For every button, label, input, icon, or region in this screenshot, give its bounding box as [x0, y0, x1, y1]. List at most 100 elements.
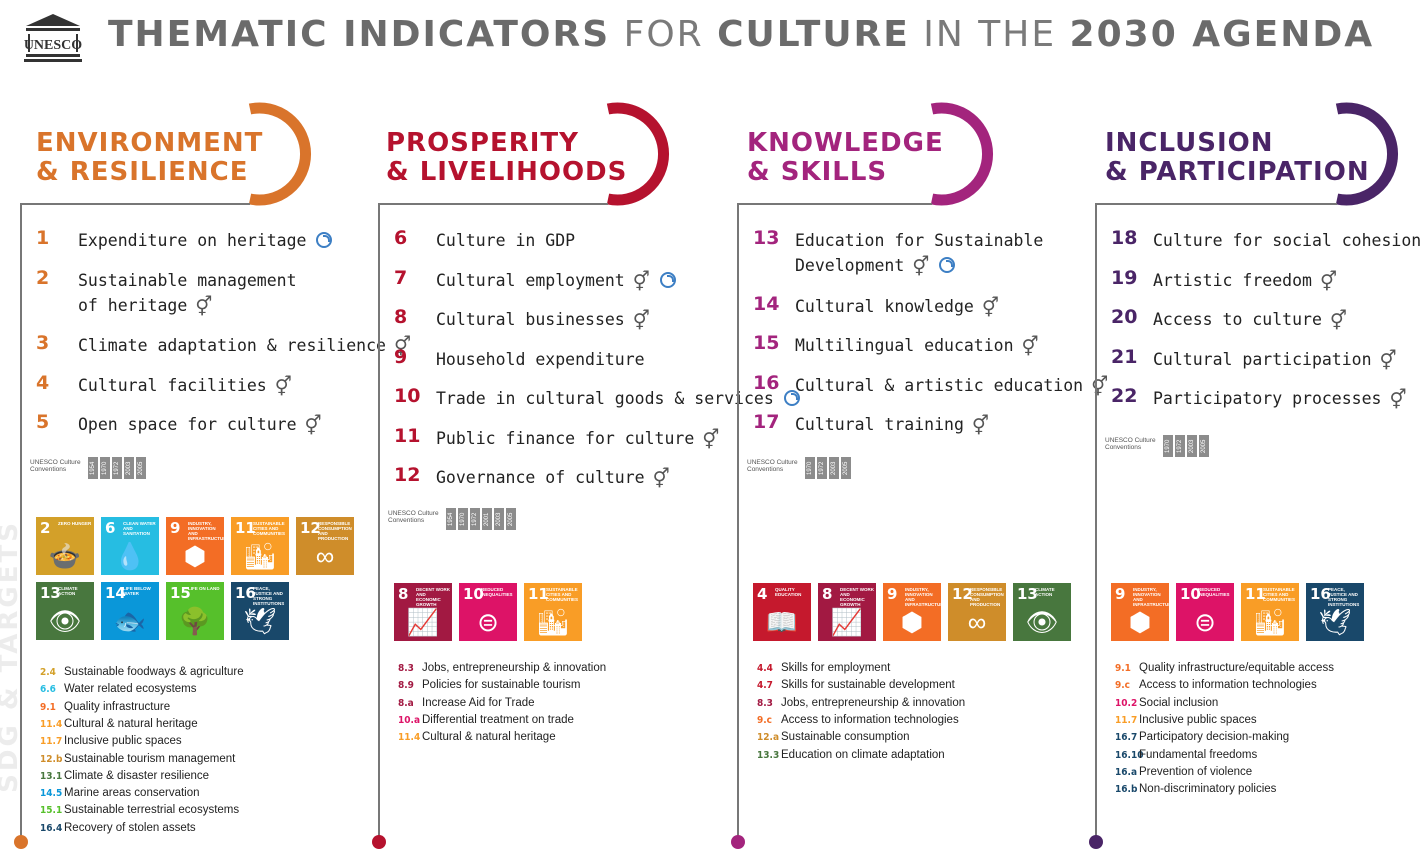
- target-code: 13.1: [40, 770, 63, 782]
- sdg-goal-icon: 🏙: [243, 541, 277, 571]
- indicator-number: 10: [394, 385, 421, 407]
- sdg-goal-tile: 9 Industry, innovation and infrastructure…: [1111, 583, 1169, 641]
- indicator-text: Sustainable management: [78, 270, 297, 290]
- gender-icon: ⚥: [981, 296, 999, 319]
- target-code: 11.4: [40, 718, 63, 730]
- sdg-goal-tile: 9 Industry, innovation and infrastructure…: [166, 517, 224, 575]
- convention-year: 1972: [817, 457, 827, 479]
- sdg-number: 9: [170, 519, 181, 537]
- indicator-label: Cultural employment ⚥: [436, 268, 676, 295]
- sdg-number: 2: [40, 519, 51, 537]
- data-cycle-icon: [316, 232, 333, 248]
- gender-icon: ⚥: [1329, 310, 1348, 332]
- sdg-number: 16: [235, 584, 256, 602]
- target-text: Policies for sustainable tourism: [422, 679, 581, 692]
- target-text: Sustainable tourism management: [64, 752, 236, 765]
- gender-icon: ⚥: [1319, 270, 1338, 293]
- gender-icon: ⚥: [632, 270, 650, 293]
- indicator-text: Cultural facilities: [78, 375, 267, 395]
- sdg-title: Responsible consumption and production: [318, 521, 352, 541]
- gender-icon: ⚥: [1379, 349, 1397, 372]
- indicator-label: Artistic freedom ⚥: [1153, 268, 1337, 295]
- indicator-text: Cultural businesses: [436, 310, 625, 329]
- heading-line-1: INCLUSION: [1105, 128, 1274, 158]
- convention-year: 2001: [482, 508, 492, 530]
- column-end-dot: [14, 835, 28, 849]
- heading-line-2: & SKILLS: [747, 157, 888, 187]
- decorative-ring-icon: [248, 102, 311, 206]
- heading-underline: [378, 203, 608, 205]
- convention-year: 1970: [1163, 435, 1173, 457]
- sdg-goal-icon: 👁: [1025, 607, 1059, 637]
- indicator-text: Cultural participation: [1153, 349, 1372, 369]
- target-code: 16.7: [1115, 732, 1138, 744]
- conventions-label: UNESCO Culture Conventions: [1105, 437, 1156, 451]
- convention-year: 2005: [1199, 435, 1209, 457]
- target-code: 11.4: [398, 732, 421, 744]
- data-cycle-icon: [783, 390, 800, 406]
- target-text: Quality infrastructure/equitable access: [1139, 662, 1334, 674]
- indicator-number: 12: [394, 464, 421, 486]
- decorative-ring-icon: [930, 102, 993, 206]
- indicator-number: 15: [753, 332, 780, 354]
- target-text: Fundamental freedoms: [1139, 748, 1258, 761]
- indicator-label: Access to culture ⚥: [1153, 307, 1347, 334]
- indicator-number: 2: [36, 266, 50, 289]
- target-code: 8.9: [398, 680, 414, 692]
- target-code: 9.1: [40, 701, 56, 713]
- sdg-number: 9: [1115, 585, 1126, 603]
- sdg-number: 16: [1310, 585, 1331, 603]
- sdg-goal-tile: 12 Responsible consumption and production…: [296, 517, 354, 575]
- conventions-label: UNESCO Culture Conventions: [30, 459, 81, 473]
- gender-icon: ⚥: [393, 336, 412, 358]
- sdg-goal-tile: 6 Clean water and sanitation 💧: [101, 517, 159, 575]
- column-divider-line: [1095, 203, 1097, 837]
- target-code: 4.7: [757, 680, 773, 692]
- sdg-goal-tile: 16 Peace, justice and strong institutions…: [1306, 583, 1364, 641]
- sdg-goal-icon: 🏙: [536, 607, 570, 637]
- sdg-title: Quality education: [775, 587, 802, 597]
- sdg-title: Industry, innovation and infrastructure: [188, 521, 224, 541]
- target-code: 8.a: [398, 697, 414, 709]
- sdg-number: 11: [528, 585, 549, 603]
- decorative-ring-icon: [1335, 102, 1398, 206]
- indicator-number: 9: [394, 345, 408, 368]
- target-text: Skills for employment: [781, 662, 891, 674]
- indicator-label: Household expenditure: [436, 347, 645, 372]
- sdg-number: 11: [235, 519, 256, 537]
- target-code: 2.4: [40, 667, 56, 678]
- heading-line-2: & RESILIENCE: [36, 157, 249, 187]
- sdg-goal-tile: 4 Quality education 📖: [753, 583, 811, 641]
- gender-icon: ⚥: [971, 415, 990, 437]
- sdg-goal-icon: 📖: [765, 607, 799, 637]
- sdg-number: 10: [463, 585, 484, 603]
- target-text: Access to information technologies: [781, 713, 959, 726]
- sdg-title: Reduced inequalities: [481, 587, 513, 597]
- target-code: 8.3: [757, 697, 773, 709]
- heading-underline: [1095, 203, 1337, 205]
- indicator-label: Expenditure on heritage: [78, 228, 333, 253]
- indicator-text: Artistic freedom: [1153, 270, 1312, 290]
- target-text: Sustainable consumption: [781, 731, 910, 744]
- target-code: 16.a: [1115, 766, 1138, 778]
- title-part: FOR: [610, 14, 718, 55]
- indicator-label: Cultural knowledge ⚥: [795, 294, 999, 321]
- gender-icon: ⚥: [1389, 389, 1407, 411]
- convention-year: 2003: [494, 508, 504, 530]
- sdg-number: 14: [105, 584, 126, 602]
- indicator-number: 21: [1111, 345, 1138, 368]
- column-divider-line: [737, 203, 739, 837]
- indicator-text: Access to culture: [1153, 310, 1322, 329]
- sdg-number: 15: [170, 584, 191, 602]
- column-end-dot: [372, 835, 386, 849]
- target-text: Cultural & natural heritage: [64, 717, 198, 730]
- heading-line-1: ENVIRONMENT: [36, 128, 264, 158]
- gender-icon: ⚥: [195, 295, 213, 318]
- heading-line-1: PROSPERITY: [386, 128, 579, 158]
- convention-year: 2005: [841, 457, 851, 479]
- sdg-goal-icon: 💧: [113, 541, 147, 571]
- sdg-goal-tile: 16 Peace, justice and strong institutions…: [231, 582, 289, 640]
- target-text: Inclusive public spaces: [1139, 713, 1257, 726]
- indicator-text: Cultural training: [795, 415, 964, 434]
- sdg-goal-icon: ⬢: [183, 541, 207, 571]
